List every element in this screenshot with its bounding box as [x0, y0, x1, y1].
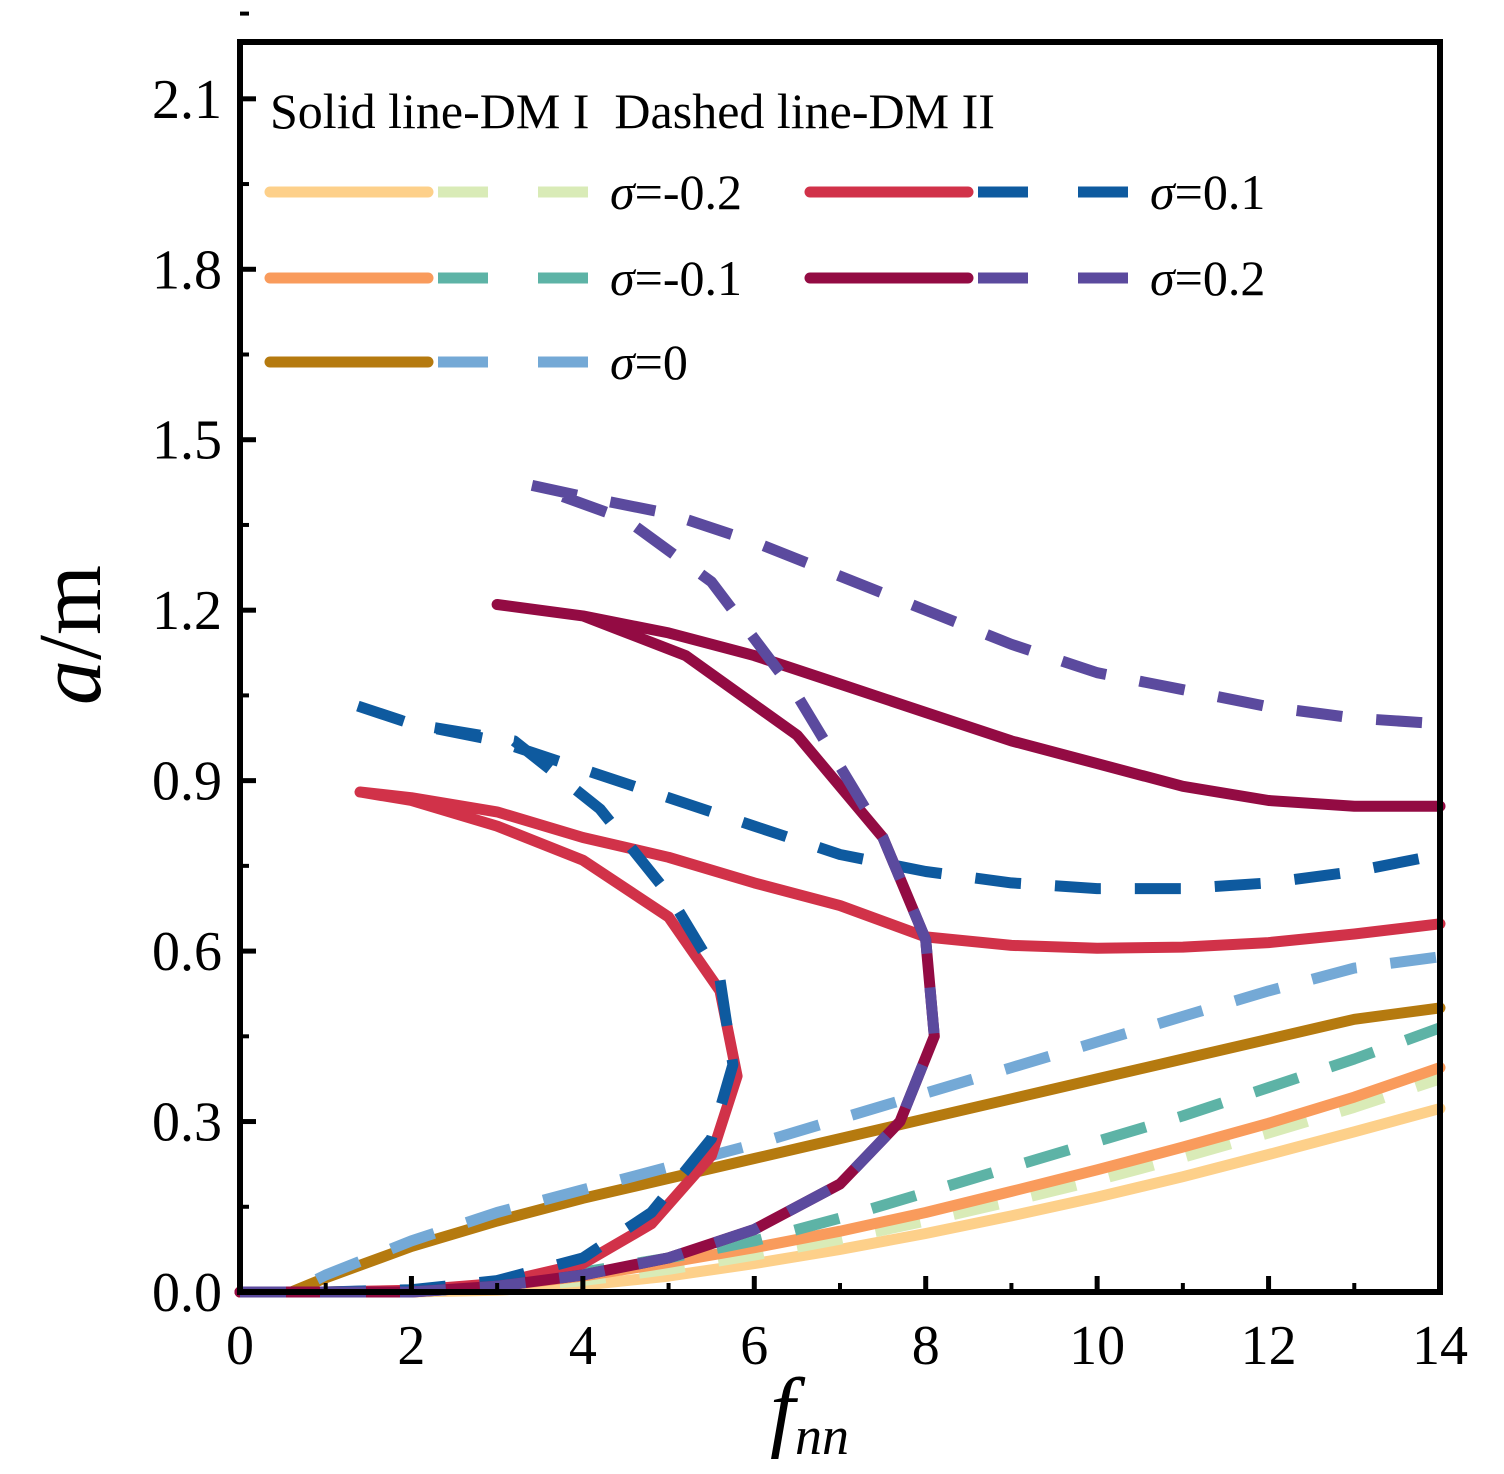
x-tick-label-0: 0	[226, 1315, 254, 1377]
series-line-8	[234, 599, 1446, 1298]
legend-sigma-value: =0.1	[1175, 164, 1266, 220]
legend: σ=-0.2σ=-0.1σ=0σ=0.1σ=0.2	[264, 164, 1265, 390]
legend-sigma-value: =-0.1	[635, 250, 742, 306]
legend-sigma-value: =0	[635, 334, 688, 390]
x-tick-label-2: 4	[569, 1315, 597, 1377]
legend-note: Solid line-DM I Dashed line-DM II	[270, 83, 995, 139]
y-axis-title: a/m	[21, 565, 120, 705]
y-axis-var: a	[21, 660, 120, 705]
legend-sigma-symbol: σ	[610, 334, 637, 390]
series-line-7	[240, 695, 1442, 1298]
legend-sigma-value: =-0.2	[635, 164, 742, 220]
x-tick-label-7: 14	[1412, 1315, 1468, 1377]
y-axis-unit: /m	[21, 565, 120, 660]
y-tick-label-2: 0.6	[152, 921, 222, 983]
y-tick-label-5: 1.5	[152, 410, 222, 472]
x-tick-label-6: 12	[1241, 1315, 1297, 1377]
legend-sigma-symbol: σ	[1150, 164, 1177, 220]
legend-label-4: σ=0.2	[1150, 250, 1265, 306]
legend-label-1: σ=-0.1	[610, 250, 742, 306]
x-tick-label-3: 6	[740, 1315, 768, 1377]
x-axis-title: fnn	[770, 1361, 849, 1466]
series-line-5	[240, 951, 1441, 1298]
tick-layer	[237, 11, 1443, 1295]
series-line-4	[234, 1002, 1446, 1298]
y-tick-label-0: 0.0	[152, 1262, 222, 1324]
x-tick-label-1: 2	[397, 1315, 425, 1377]
y-tick-label-3: 0.9	[152, 751, 222, 813]
series-line-6	[234, 786, 1446, 1298]
y-tick-label-7: 2.1	[152, 69, 222, 131]
series-line-9	[240, 479, 1441, 1298]
legend-sigma-value: =0.2	[1175, 250, 1266, 306]
y-tick-label-1: 0.3	[152, 1092, 222, 1154]
x-axis-subscript: nn	[795, 1406, 849, 1466]
legend-label-0: σ=-0.2	[610, 164, 742, 220]
legend-label-2: σ=0	[610, 334, 688, 390]
y-tick-label-6: 1.8	[152, 239, 222, 301]
legend-sigma-symbol: σ	[610, 250, 637, 306]
legend-label-3: σ=0.1	[1150, 164, 1265, 220]
legend-sigma-symbol: σ	[1150, 250, 1177, 306]
x-tick-label-4: 8	[912, 1315, 940, 1377]
label-layer: 0 2 4 6 8 10 12 14 0.0 0.3 0.6 0.9 1.2 1.5 1.8 2.1	[152, 69, 1468, 1377]
y-tick-label-4: 1.2	[152, 580, 222, 642]
legend-sigma-symbol: σ	[610, 164, 637, 220]
x-tick-label-5: 10	[1069, 1315, 1125, 1377]
